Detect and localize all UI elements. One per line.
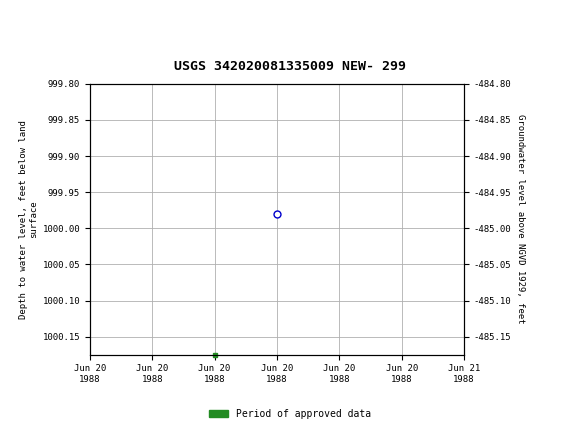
Y-axis label: Groundwater level above NGVD 1929, feet: Groundwater level above NGVD 1929, feet	[516, 114, 524, 324]
Text: ▒USGS: ▒USGS	[7, 11, 49, 28]
Y-axis label: Depth to water level, feet below land
surface: Depth to water level, feet below land su…	[19, 120, 38, 319]
Legend: Period of approved data: Period of approved data	[205, 405, 375, 423]
Text: USGS 342020081335009 NEW- 299: USGS 342020081335009 NEW- 299	[174, 60, 406, 73]
